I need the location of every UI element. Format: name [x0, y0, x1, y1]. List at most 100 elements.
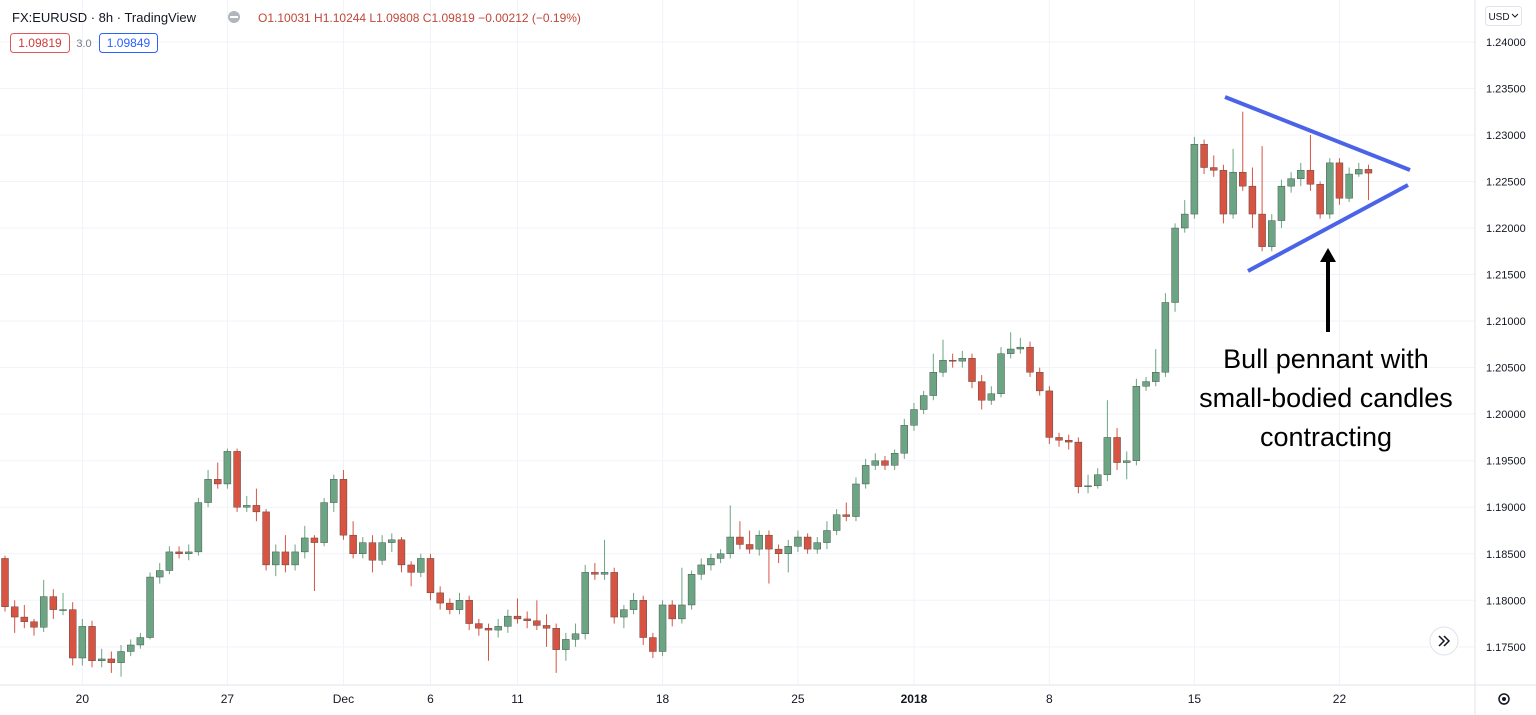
- candle-body: [1132, 386, 1141, 461]
- candle-body: [388, 539, 396, 543]
- candle-body: [871, 460, 879, 466]
- candle-body: [417, 558, 425, 573]
- grid: [0, 0, 1475, 685]
- candle-body: [446, 602, 454, 610]
- candle-body: [339, 479, 348, 536]
- candle-body: [842, 514, 850, 517]
- candle-body: [59, 609, 67, 611]
- y-tick-label: 1.17500: [1486, 642, 1526, 654]
- candle-body: [1064, 440, 1073, 443]
- candle-body: [301, 537, 309, 553]
- candle-body: [1113, 437, 1121, 463]
- candle-body: [542, 625, 551, 629]
- candle-body: [736, 536, 744, 545]
- candle-body: [1045, 390, 1054, 438]
- candle-body: [484, 628, 493, 631]
- candle-body: [1326, 162, 1334, 215]
- y-tick-label: 1.22000: [1486, 223, 1526, 235]
- candle-body: [291, 551, 299, 566]
- bid-box[interactable]: [10, 33, 70, 53]
- candle-body: [552, 628, 560, 650]
- candle-body: [832, 514, 841, 531]
- candle-body: [146, 576, 154, 638]
- candle-body: [175, 551, 183, 554]
- scroll-icon: [1438, 635, 1451, 647]
- symbol-title: FX:EURUSD · 8h · TradingView: [12, 10, 197, 25]
- candle-body: [890, 453, 899, 466]
- candle-body: [117, 651, 125, 663]
- candle-body: [68, 609, 77, 659]
- candle-body: [136, 637, 145, 646]
- candle-body: [861, 465, 870, 485]
- status-icon-bar: [230, 16, 238, 18]
- candle-body: [939, 359, 947, 373]
- price-axis: 1.17500 1.18000 1.18500 1.19000 1.19500 1.200…: [1486, 37, 1526, 654]
- candle-body: [397, 539, 406, 566]
- candle-body: [958, 358, 967, 362]
- annotation: Bull pennant with small-bodied candles c…: [1199, 344, 1453, 452]
- candle-body: [1345, 173, 1353, 199]
- candle-body: [1364, 169, 1373, 174]
- candle-body: [97, 658, 106, 662]
- candle-body: [185, 551, 193, 554]
- candle-body: [359, 542, 367, 554]
- candle-body: [455, 600, 464, 610]
- candle-body: [562, 639, 570, 650]
- candle-body: [1055, 437, 1063, 441]
- pennant-lower-line: [1247, 183, 1409, 273]
- candle-body: [668, 604, 676, 620]
- candle-body: [1074, 441, 1083, 487]
- candle-body: [1094, 474, 1102, 487]
- candle-body: [697, 564, 705, 575]
- candle-body: [1355, 169, 1363, 175]
- candle-body: [1229, 171, 1237, 215]
- settings-gear[interactable]: [1498, 693, 1510, 705]
- x-tick-label: 18: [656, 692, 670, 706]
- candle-body: [1306, 170, 1315, 185]
- candle-body: [929, 372, 938, 396]
- candle-body: [571, 633, 580, 640]
- pennant-upper-line: [1224, 95, 1411, 172]
- candle-body: [1210, 167, 1218, 171]
- bid-price: 1.09819: [18, 36, 62, 50]
- time-axis: 20 27 Dec 6 11 18 25 2018 8 15 22: [76, 692, 1347, 706]
- candle-body: [610, 572, 618, 618]
- candle-body: [910, 409, 918, 426]
- candle-body: [1103, 437, 1112, 475]
- candle-body: [88, 626, 96, 662]
- candle-body: [1277, 185, 1286, 221]
- annotation-line: Bull pennant with: [1223, 344, 1429, 374]
- candle-body: [20, 616, 29, 622]
- candle-body: [1316, 184, 1324, 215]
- candle-body: [803, 536, 812, 550]
- candle-body: [1190, 144, 1199, 215]
- candle-body: [204, 479, 212, 503]
- candle-body: [465, 600, 473, 624]
- candle-body: [919, 395, 928, 410]
- candle-body: [658, 604, 667, 652]
- candles: [1, 111, 1373, 677]
- candle-body: [39, 596, 48, 628]
- currency-button[interactable]: [1485, 6, 1522, 26]
- candle-body: [513, 615, 522, 620]
- candle-body: [1152, 372, 1160, 382]
- candle-body: [252, 505, 261, 513]
- candle-body: [968, 358, 976, 382]
- candle-body: [310, 537, 319, 543]
- candle-body: [243, 505, 251, 508]
- candle-body: [707, 558, 715, 566]
- candle-body: [49, 596, 58, 610]
- candle-body: [1297, 170, 1305, 179]
- ask-price: 1.09849: [107, 36, 151, 50]
- candle-body: [494, 626, 502, 631]
- candle-body: [629, 600, 638, 610]
- ask-box[interactable]: [99, 33, 158, 53]
- candle-body: [1142, 381, 1150, 387]
- candle-body: [774, 548, 783, 554]
- candle-body: [194, 502, 203, 553]
- candle-body: [233, 451, 241, 508]
- x-tick-label: 11: [511, 692, 524, 706]
- currency-label: USD: [1488, 12, 1509, 23]
- x-tick-label: 27: [221, 692, 235, 706]
- x-tick-label: 2018: [901, 692, 928, 706]
